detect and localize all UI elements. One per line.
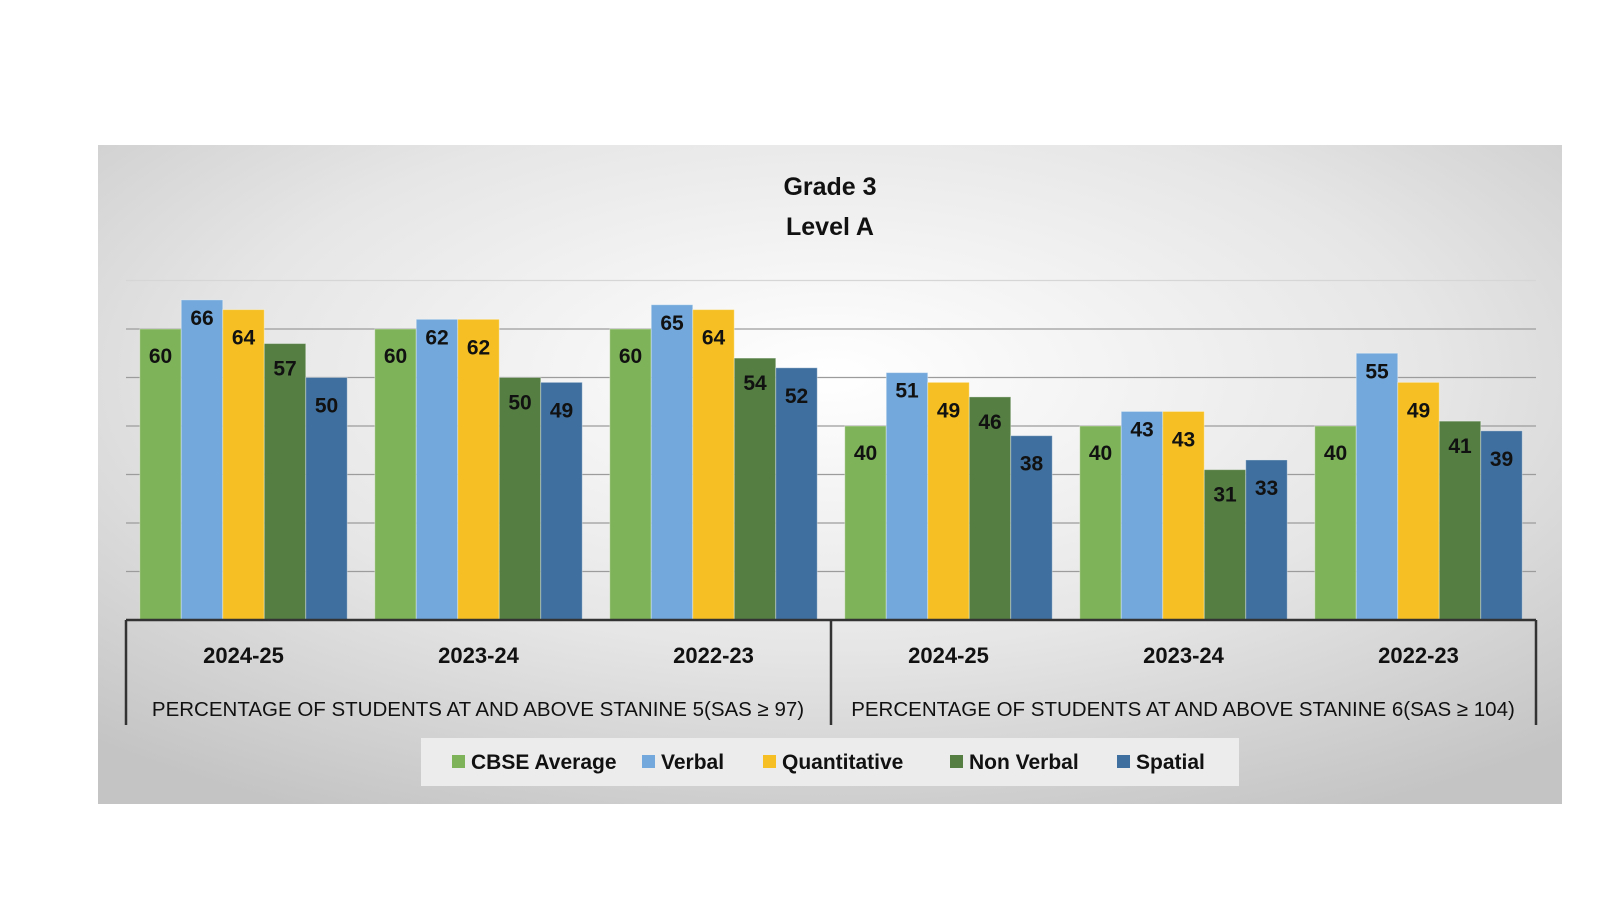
bar-non-verbal [968, 396, 1012, 621]
category-axis [124, 618, 1538, 725]
legend-label-quantitative: Quantitative [782, 751, 903, 774]
bar-cbse-average [1079, 425, 1122, 621]
bar-quantitative [222, 309, 265, 621]
data-label-verbal: 62 [425, 326, 448, 349]
bar-verbal [1120, 410, 1164, 621]
legend-swatch-quantitative [763, 755, 776, 768]
legend-label-non-verbal: Non Verbal [969, 751, 1079, 774]
bar-verbal [885, 372, 929, 621]
bar-verbal [415, 318, 459, 621]
data-label-spatial: 33 [1255, 477, 1278, 500]
bar-quantitative [927, 381, 970, 621]
data-label-quantitative: 64 [232, 327, 256, 350]
category-labels: 2024-25 2023-24 2022-23 2024-25 2023-24 2022-… [203, 643, 1459, 668]
data-label-cbse-average: 40 [854, 442, 877, 465]
data-label-verbal: 43 [1130, 418, 1153, 441]
legend-box [421, 738, 1239, 786]
data-label-spatial: 49 [550, 399, 573, 422]
gridlines [126, 279, 1536, 573]
bar-cbse-average [139, 328, 182, 621]
data-label-cbse-average: 60 [149, 345, 172, 368]
data-label-quantitative: 43 [1172, 428, 1195, 451]
bar-spatial [1010, 435, 1053, 621]
bar-verbal [180, 299, 224, 621]
data-label-quantitative: 49 [1407, 399, 1430, 422]
bar-non-verbal [263, 343, 307, 621]
legend-label-verbal: Verbal [661, 751, 724, 774]
bar-spatial [1245, 459, 1288, 621]
bar-non-verbal [498, 377, 542, 621]
data-label-verbal: 66 [190, 307, 213, 330]
category-label: 2023-24 [1143, 643, 1225, 668]
legend-swatch-verbal [642, 755, 655, 768]
category-label: 2022-23 [673, 643, 754, 668]
data-label-cbse-average: 40 [1324, 442, 1347, 465]
bar-verbal [650, 304, 694, 621]
bar-quantitative [457, 318, 500, 621]
data-label-non-verbal: 31 [1213, 484, 1237, 507]
bar-verbal [1355, 352, 1399, 621]
legend-swatch-non-verbal [950, 755, 963, 768]
bar-spatial [305, 377, 348, 621]
data-label-verbal: 65 [660, 312, 684, 335]
category-label: 2023-24 [438, 643, 520, 668]
data-label-quantitative: 62 [467, 336, 490, 359]
data-label-spatial: 50 [315, 395, 338, 418]
data-label-quantitative: 49 [937, 399, 960, 422]
data-label-verbal: 55 [1365, 360, 1389, 383]
data-label-spatial: 39 [1490, 448, 1513, 471]
data-label-cbse-average: 40 [1089, 442, 1112, 465]
category-label: 2024-25 [908, 643, 989, 668]
bar-non-verbal [1203, 469, 1247, 621]
legend-label-cbse-average: CBSE Average [471, 751, 617, 774]
category-label: 2024-25 [203, 643, 284, 668]
bar-quantitative [1397, 381, 1440, 621]
data-label-cbse-average: 60 [384, 345, 407, 368]
group-label-1: PERCENTAGE OF STUDENTS AT AND ABOVE STAN… [152, 698, 804, 721]
legend-swatch-spatial [1117, 755, 1130, 768]
legend: CBSE Average Verbal Quantitative Non Verbal… [452, 751, 1205, 774]
bar-cbse-average [374, 328, 417, 621]
group-label-2: PERCENTAGE OF STUDENTS AT AND ABOVE STAN… [851, 698, 1515, 721]
data-label-non-verbal: 50 [508, 392, 531, 415]
bar-non-verbal [733, 357, 777, 621]
data-labels: 60 66 64 57 50 60 62 62 50 49 60 65 64 54 52 40 51 49 46 38… [149, 307, 1513, 507]
data-label-non-verbal: 41 [1448, 435, 1472, 458]
bar-cbse-average [609, 328, 652, 621]
data-label-quantitative: 64 [702, 327, 726, 350]
legend-label-spatial: Spatial [1136, 751, 1205, 774]
bar-spatial [540, 381, 583, 621]
bar-quantitative [692, 309, 735, 621]
chart-subtitle: Level A [786, 213, 874, 241]
data-label-non-verbal: 54 [743, 372, 767, 395]
data-label-spatial: 38 [1020, 453, 1044, 476]
bar-non-verbal [1438, 420, 1482, 621]
bar-cbse-average [844, 425, 887, 621]
data-label-spatial: 52 [785, 385, 808, 408]
category-label: 2022-23 [1378, 643, 1459, 668]
legend-swatch-cbse-average [452, 755, 465, 768]
bar-spatial [1480, 430, 1523, 621]
chart-title: Grade 3 [783, 173, 876, 201]
data-label-verbal: 51 [895, 380, 919, 403]
data-label-non-verbal: 46 [978, 411, 1001, 434]
bars [139, 299, 1523, 621]
data-label-non-verbal: 57 [273, 358, 296, 381]
bar-spatial [775, 367, 818, 621]
data-label-cbse-average: 60 [619, 345, 642, 368]
